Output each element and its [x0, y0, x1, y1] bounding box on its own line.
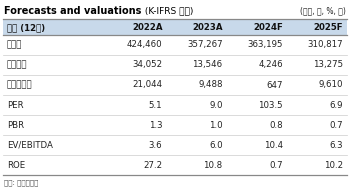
Text: 13,546: 13,546: [193, 60, 223, 69]
Text: 2023A: 2023A: [192, 23, 223, 32]
Text: 10.8: 10.8: [203, 160, 223, 169]
Text: (억원, 원, %, 배): (억원, 원, %, 배): [300, 6, 346, 15]
Text: ROE: ROE: [7, 160, 25, 169]
Text: Forecasts and valuations: Forecasts and valuations: [4, 6, 141, 16]
Text: 1.3: 1.3: [149, 121, 162, 129]
Text: 지배순이익: 지배순이익: [7, 81, 33, 90]
Text: 6.9: 6.9: [329, 100, 343, 110]
Text: 6.3: 6.3: [329, 141, 343, 150]
Text: 0.8: 0.8: [269, 121, 283, 129]
Text: EV/EBITDA: EV/EBITDA: [7, 141, 53, 150]
Text: PER: PER: [7, 100, 24, 110]
Text: 1.0: 1.0: [209, 121, 223, 129]
Text: 27.2: 27.2: [143, 160, 162, 169]
Text: 13,275: 13,275: [313, 60, 343, 69]
Text: PBR: PBR: [7, 121, 24, 129]
Text: 매출액: 매출액: [7, 41, 22, 50]
Text: 2022A: 2022A: [132, 23, 162, 32]
Text: 9,488: 9,488: [198, 81, 223, 90]
Text: 2024F: 2024F: [253, 23, 283, 32]
Text: 2025F: 2025F: [314, 23, 343, 32]
Text: (K-IFRS 연결): (K-IFRS 연결): [142, 6, 193, 15]
Text: 647: 647: [266, 81, 283, 90]
Text: 363,195: 363,195: [247, 41, 283, 50]
Text: 4,246: 4,246: [258, 60, 283, 69]
Text: 21,044: 21,044: [132, 81, 162, 90]
Text: 5.1: 5.1: [149, 100, 162, 110]
Text: 34,052: 34,052: [132, 60, 162, 69]
Text: 자료: 유안타증권: 자료: 유안타증권: [4, 180, 38, 186]
Text: 310,817: 310,817: [307, 41, 343, 50]
Text: 424,460: 424,460: [127, 41, 162, 50]
Text: 6.0: 6.0: [209, 141, 223, 150]
Text: 357,267: 357,267: [187, 41, 223, 50]
Text: 3.6: 3.6: [149, 141, 162, 150]
Text: 103.5: 103.5: [258, 100, 283, 110]
Text: 9,610: 9,610: [318, 81, 343, 90]
Text: 10.2: 10.2: [324, 160, 343, 169]
Text: 10.4: 10.4: [264, 141, 283, 150]
Text: 결산 (12월): 결산 (12월): [7, 23, 45, 32]
Text: 9.0: 9.0: [209, 100, 223, 110]
Text: 0.7: 0.7: [329, 121, 343, 129]
Bar: [3, 20, 347, 35]
Text: 영업이익: 영업이익: [7, 60, 28, 69]
Text: 0.7: 0.7: [269, 160, 283, 169]
